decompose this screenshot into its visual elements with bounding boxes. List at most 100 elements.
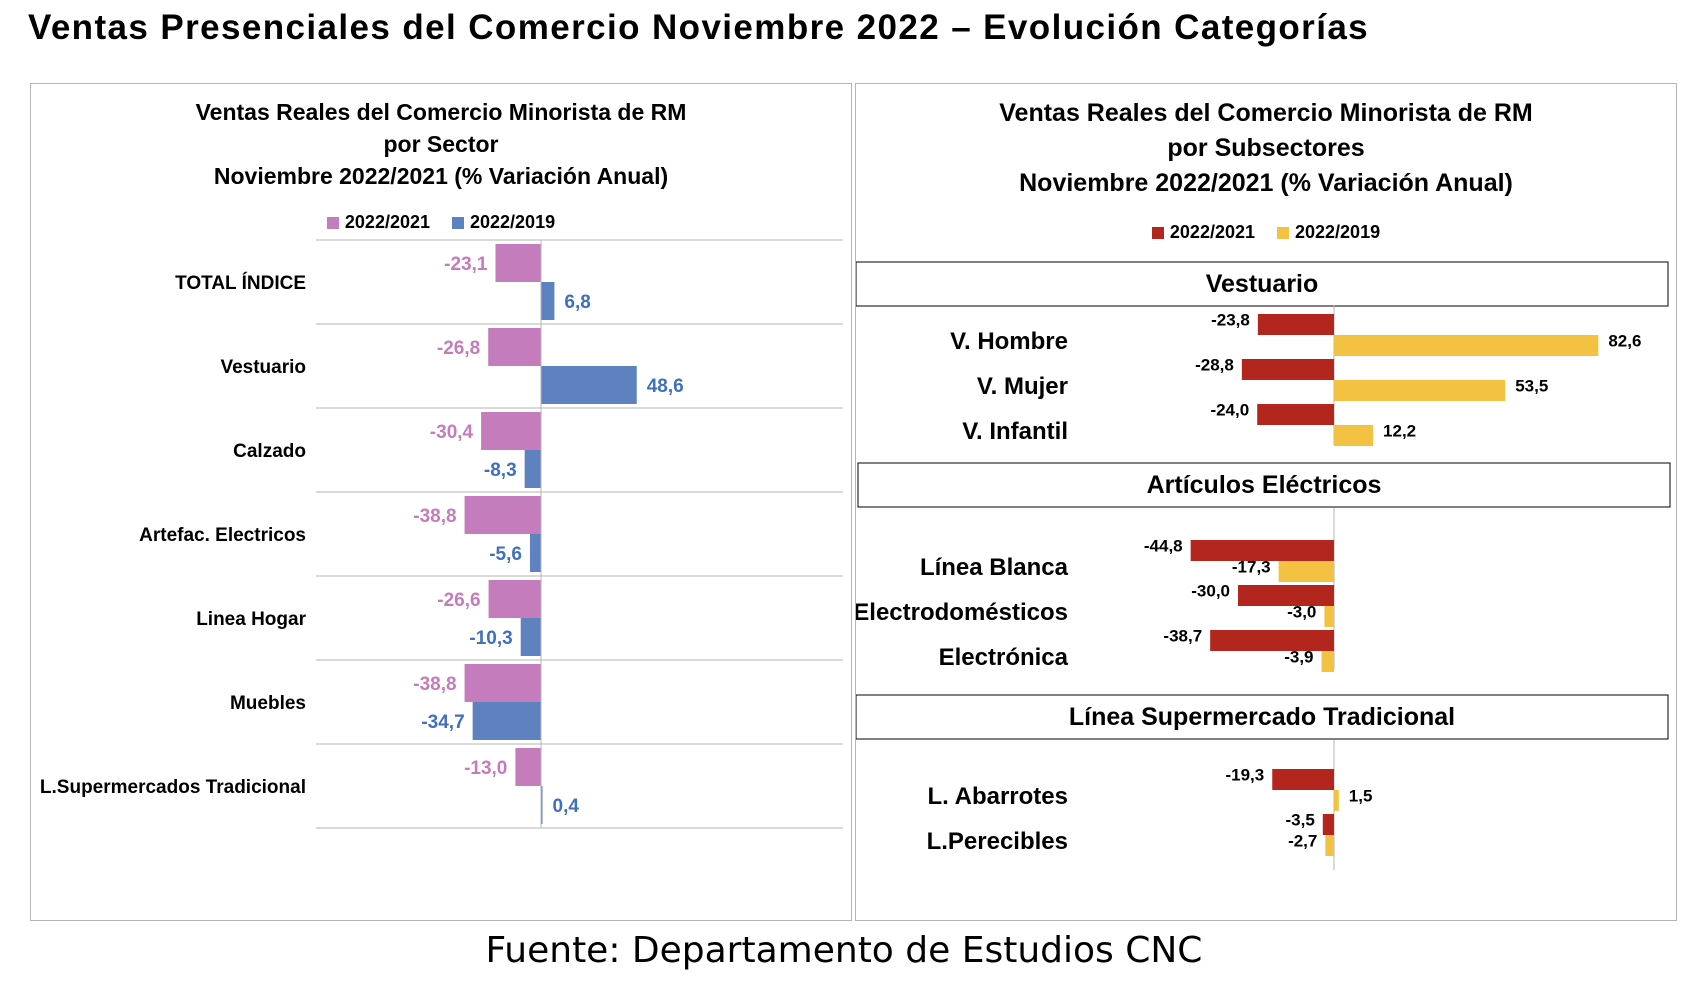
legend-swatch-sub-2022-2019: [1277, 226, 1289, 239]
category-label-v-infantil: V. Infantil: [962, 418, 1068, 445]
data-label-2022-2019-v-infantil: 12,2: [1383, 422, 1416, 441]
category-label-calzado: Calzado: [233, 441, 306, 462]
data-label-2022-2019-artefac-electricos: -5,6: [489, 544, 522, 565]
bar-2022-2019-v-mujer: [1334, 380, 1506, 401]
data-label-2022-2019-linea-hogar: -10,3: [469, 628, 512, 649]
data-label-2022-2019-vestuario: 48,6: [647, 376, 684, 397]
data-label-2022-2019-electrodomesticos: -3,0: [1287, 603, 1316, 622]
subsector-chart-title: Ventas Reales del Comercio Minorista de …: [856, 96, 1676, 201]
data-label-2022-2021-v-mujer: -28,8: [1195, 356, 1234, 375]
bar-2022-2021-electrodomesticos: [1238, 585, 1334, 606]
category-label-muebles: Muebles: [230, 693, 306, 714]
bar-2022-2019-muebles: [472, 702, 541, 740]
data-label-2022-2019-l-abarrotes: 1,5: [1349, 787, 1373, 806]
legend-swatch-2022-2019: [452, 216, 464, 229]
bar-2022-2019-linea-hogar: [520, 618, 541, 656]
data-label-2022-2021-l-perecibles: -3,5: [1286, 811, 1315, 830]
data-label-2022-2021-v-hombre: -23,8: [1211, 311, 1250, 330]
data-label-2022-2019-l-perecibles: -2,7: [1288, 832, 1317, 851]
sector-chart-title-line-2: por Sector: [383, 131, 499, 158]
data-label-2022-2019-linea-blanca: -17,3: [1232, 558, 1271, 577]
bar-2022-2021-total-indice: [495, 244, 541, 282]
subsector-chart-title-line-2: por Subsectores: [1167, 134, 1365, 162]
category-label-l-supermercados-tradicional: L.Supermercados Tradicional: [40, 777, 306, 798]
data-label-2022-2019-l-supermercados-tradicional: 0,4: [553, 796, 580, 817]
bar-2022-2021-v-hombre: [1257, 314, 1334, 335]
group-header-linea-supermercado-tradicional: Línea Supermercado Tradicional: [1069, 703, 1455, 731]
category-label-total-indice: TOTAL ÍNDICE: [175, 272, 306, 294]
data-label-2022-2021-l-abarrotes: -19,3: [1225, 766, 1264, 785]
data-label-2022-2021-l-supermercados-tradicional: -13,0: [464, 758, 507, 779]
bar-2022-2019-l-perecibles: [1325, 835, 1334, 856]
bar-2022-2019-electronica: [1321, 651, 1334, 672]
subsector-bar-chart: Vestuario V. Hombre -23,8 82,6 V. Mujer -28,8…: [856, 261, 1671, 870]
data-label-2022-2021-linea-hogar: -26,6: [437, 590, 480, 611]
group-header-box-linea-supermercado-tradicional: [856, 694, 1669, 740]
group-header-box-vestuario: [856, 261, 1669, 307]
bar-2022-2019-linea-blanca: [1278, 561, 1334, 582]
legend-label-2022-2019: 2022/2019: [470, 212, 556, 232]
category-label-vestuario: Vestuario: [220, 357, 306, 378]
data-label-2022-2019-electronica: -3,9: [1284, 648, 1313, 667]
bar-2022-2021-l-supermercados-tradicional: [515, 748, 541, 786]
source-note: Fuente: Departamento de Estudios CNC: [485, 930, 1203, 971]
data-label-2022-2021-artefac-electricos: -38,8: [413, 506, 456, 527]
bar-2022-2021-v-infantil: [1257, 404, 1334, 425]
sector-chart-title: Ventas Reales del Comercio Minorista de …: [31, 96, 851, 193]
data-label-2022-2021-muebles: -38,8: [413, 674, 456, 695]
bar-2022-2019-artefac-electricos: [529, 534, 541, 572]
bar-2022-2019-l-abarrotes: [1334, 790, 1339, 811]
bar-2022-2021-electronica: [1210, 630, 1334, 651]
bar-2022-2021-artefac-electricos: [464, 496, 541, 534]
bar-2022-2021-calzado: [481, 412, 541, 450]
legend-label-sub-2022-2019: 2022/2019: [1295, 222, 1381, 242]
legend-item-2022-2019: 2022/2019: [452, 212, 555, 233]
data-label-2022-2021-electronica: -38,7: [1163, 627, 1202, 646]
subsector-chart-panel: Ventas Reales del Comercio Minorista de …: [855, 83, 1677, 921]
group-header-box-articulos-electricos: [857, 462, 1671, 508]
bar-2022-2019-v-hombre: [1334, 335, 1599, 356]
bar-2022-2021-linea-blanca: [1190, 540, 1334, 561]
bar-2022-2019-electrodomesticos: [1324, 606, 1334, 627]
legend-label-sub-2022-2021: 2022/2021: [1169, 222, 1255, 242]
sector-chart-title-line-3: Noviembre 2022/2021 (% Variación Anual): [213, 163, 669, 190]
bar-2022-2019-vestuario: [541, 366, 637, 404]
category-label-electrodomesticos: Electrodomésticos: [856, 599, 1068, 626]
bar-2022-2021-v-mujer: [1241, 359, 1334, 380]
category-label-v-hombre: V. Hombre: [950, 328, 1068, 355]
legend-item-sub-2022-2021: 2022/2021: [1151, 222, 1255, 243]
data-label-2022-2021-vestuario: -26,8: [437, 338, 480, 359]
bar-2022-2019-total-indice: [541, 282, 555, 320]
category-label-artefac-electricos: Artefac. Electricos: [139, 525, 306, 546]
sector-chart-panel: Ventas Reales del Comercio Minorista de …: [30, 83, 852, 921]
sector-bar-chart: TOTAL ÍNDICE -23,1 6,8 Vestuario -26,8 48,6 Ca…: [40, 239, 843, 829]
group-header-vestuario: Vestuario: [1206, 270, 1319, 298]
category-label-electronica: Electrónica: [939, 644, 1069, 671]
legend-swatch-sub-2022-2021: [1151, 226, 1164, 239]
data-label-2022-2021-calzado: -30,4: [430, 422, 474, 443]
page-title: Ventas Presenciales del Comercio Noviemb…: [28, 8, 1370, 47]
data-label-2022-2021-electrodomesticos: -30,0: [1191, 582, 1230, 601]
legend-item-sub-2022-2019: 2022/2019: [1277, 222, 1380, 243]
data-label-2022-2019-v-mujer: 53,5: [1515, 377, 1548, 396]
sector-chart-legend: 2022/2021 2022/2019: [31, 212, 851, 233]
bar-2022-2021-muebles: [464, 664, 541, 702]
group-header-articulos-electricos: Artículos Eléctricos: [1147, 471, 1382, 499]
data-label-2022-2021-total-indice: -23,1: [444, 254, 488, 275]
data-label-2022-2019-calzado: -8,3: [484, 460, 517, 481]
bar-2022-2021-l-abarrotes: [1272, 769, 1334, 790]
legend-label-2022-2021: 2022/2021: [344, 212, 430, 232]
legend-swatch-2022-2021: [326, 216, 339, 229]
bar-2022-2019-v-infantil: [1334, 425, 1374, 446]
data-label-2022-2019-total-indice: 6,8: [564, 292, 590, 313]
bar-2022-2021-vestuario: [488, 328, 541, 366]
category-label-l-perecibles: L.Perecibles: [927, 828, 1068, 855]
legend-item-2022-2021: 2022/2021: [326, 212, 430, 233]
data-label-2022-2019-muebles: -34,7: [421, 712, 464, 733]
data-label-2022-2021-linea-blanca: -44,8: [1144, 537, 1183, 556]
category-label-v-mujer: V. Mujer: [977, 373, 1068, 400]
bar-2022-2019-l-supermercados-tradicional: [541, 786, 543, 824]
category-label-linea-hogar: Linea Hogar: [196, 609, 306, 630]
bar-2022-2019-calzado: [524, 450, 541, 488]
subsector-chart-title-line-1: Ventas Reales del Comercio Minorista de …: [999, 99, 1533, 127]
